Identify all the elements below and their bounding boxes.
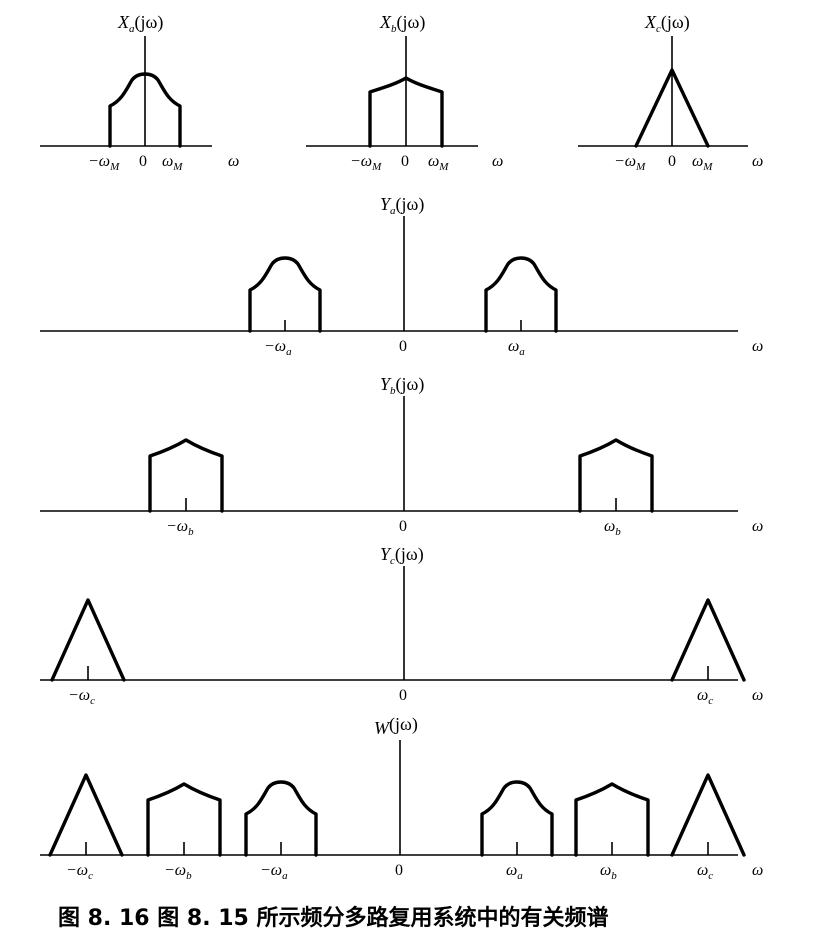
ya-spectrum-pos <box>484 256 558 333</box>
w-spectrum-c-neg <box>48 773 124 857</box>
w-tick-c-neg: −ωc <box>66 862 93 882</box>
xb-axis-label: ω <box>492 153 503 170</box>
yc-tick-neg: −ωc <box>68 687 95 707</box>
panel-xa: Xa(jω) −ωM 0 ωM ω <box>40 12 239 173</box>
w-spectrum-b-pos <box>574 782 650 857</box>
w-spectrum-a-neg <box>244 780 318 857</box>
xc-tick-zero: 0 <box>668 153 676 170</box>
xa-axis-label: ω <box>228 153 239 170</box>
xc-spectrum-shape <box>634 68 710 148</box>
ya-tick-neg: −ωa <box>264 338 292 358</box>
panel-yc: Yc(jω) −ωc 0 ωc ω <box>40 544 763 707</box>
w-spectrum-a-pos <box>480 780 554 857</box>
xa-tick-neg: −ωM <box>88 153 120 173</box>
panel-xc: Xc(jω) −ωM 0 ωM ω <box>578 12 763 173</box>
yc-tick-pos: ωc <box>697 687 713 707</box>
w-tick-b-pos: ωb <box>600 862 617 882</box>
ya-spectrum-neg <box>248 256 322 333</box>
xc-title: Xc(jω) <box>644 12 690 35</box>
w-tick-b-neg: −ωb <box>164 862 192 882</box>
panel-yb: Yb(jω) −ωb 0 ωb ω <box>40 374 763 538</box>
xc-axis-label: ω <box>752 153 763 170</box>
xa-title: Xa(jω) <box>117 12 163 35</box>
panel-xb: Xb(jω) −ωM 0 ωM ω <box>306 12 503 173</box>
yc-tick-zero: 0 <box>399 687 407 704</box>
panel-w: W(jω) −ωc −ωb −ωa 0 ωa ωb ωc ω <box>40 714 763 882</box>
figure-caption: 图 8. 16 图 8. 15 所示频分多路复用系统中的有关频谱 <box>58 906 609 931</box>
w-tick-c-pos: ωc <box>697 862 713 882</box>
xb-spectrum-shape <box>368 76 444 148</box>
yc-title: Yc(jω) <box>380 544 424 567</box>
yb-tick-pos: ωb <box>604 518 621 538</box>
yb-tick-zero: 0 <box>399 518 407 535</box>
xb-title: Xb(jω) <box>379 12 425 35</box>
w-spectrum-c-pos <box>670 773 746 857</box>
yb-title: Yb(jω) <box>380 374 424 397</box>
w-tick-zero: 0 <box>395 862 403 879</box>
xa-spectrum-shape <box>108 72 182 148</box>
yb-tick-neg: −ωb <box>166 518 194 538</box>
xb-tick-zero: 0 <box>401 153 409 170</box>
w-title: W(jω) <box>374 714 418 738</box>
yc-spectrum-pos <box>670 598 746 682</box>
xa-tick-zero: 0 <box>139 153 147 170</box>
yc-spectrum-neg <box>50 598 126 682</box>
yb-spectrum-pos <box>578 438 654 513</box>
yb-spectrum-neg <box>148 438 224 513</box>
xc-tick-neg: −ωM <box>614 153 646 173</box>
ya-tick-pos: ωa <box>508 338 525 358</box>
panel-ya: Ya(jω) −ωa 0 ωa ω <box>40 194 763 358</box>
ya-title: Ya(jω) <box>380 194 424 217</box>
w-spectrum-b-neg <box>146 782 222 857</box>
ya-axis-label: ω <box>752 338 763 355</box>
xa-tick-pos: ωM <box>162 153 183 173</box>
xc-tick-pos: ωM <box>692 153 713 173</box>
xb-tick-pos: ωM <box>428 153 449 173</box>
w-axis-label: ω <box>752 862 763 879</box>
yc-axis-label: ω <box>752 687 763 704</box>
yb-axis-label: ω <box>752 518 763 535</box>
w-tick-a-pos: ωa <box>506 862 523 882</box>
w-tick-a-neg: −ωa <box>260 862 288 882</box>
ya-tick-zero: 0 <box>399 338 407 355</box>
xb-tick-neg: −ωM <box>350 153 382 173</box>
